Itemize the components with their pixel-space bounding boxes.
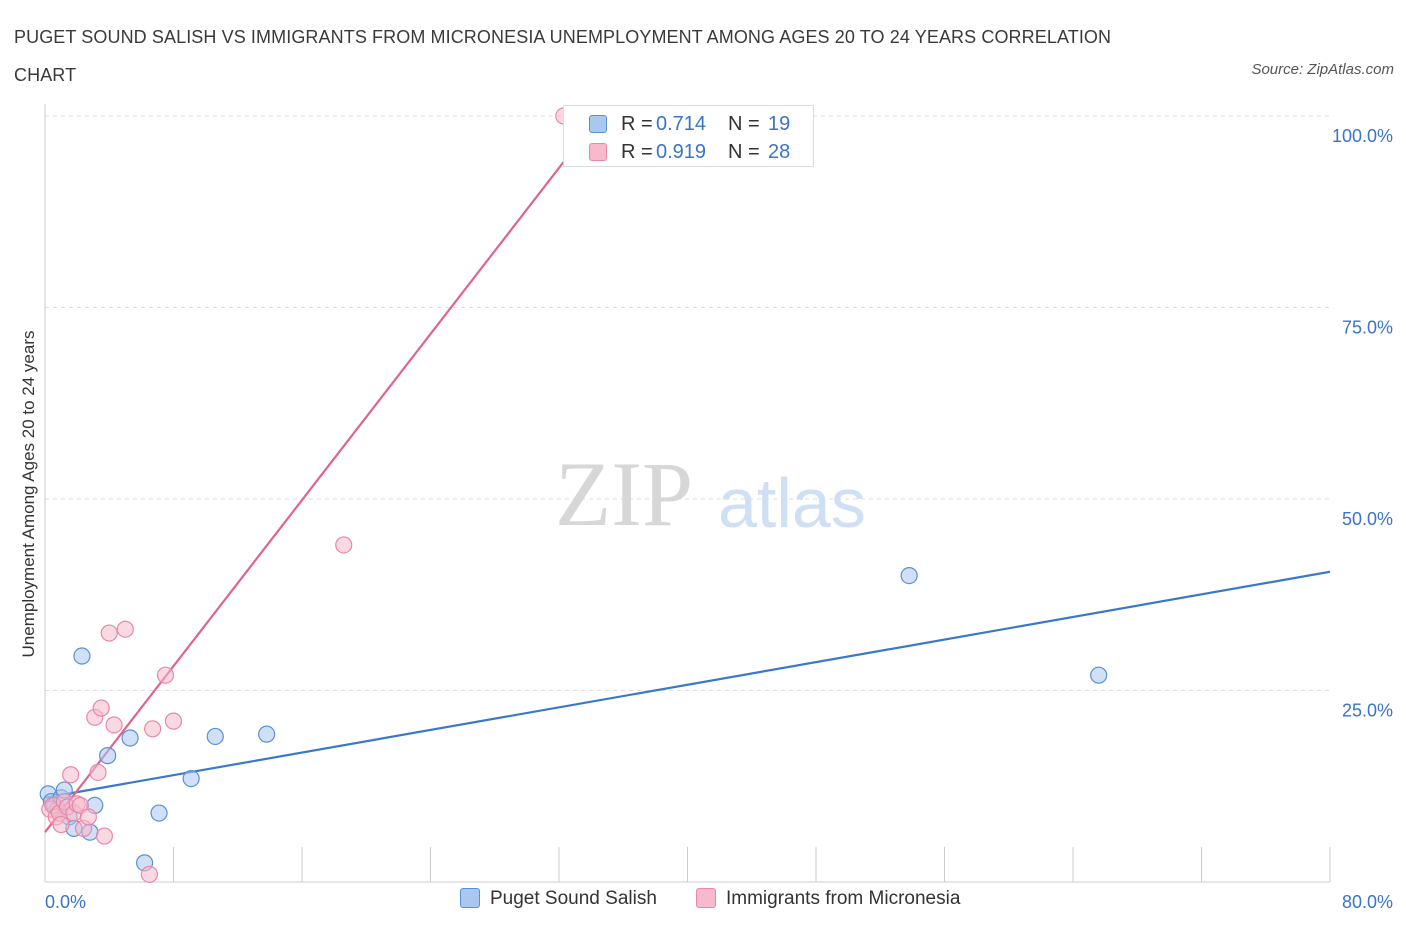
point-series2-15 [92, 699, 110, 717]
y-tick-label-100: 100.0% [1332, 126, 1393, 146]
legend-n-label: N = [728, 141, 760, 163]
legend-r-value-series1: 0.714 [656, 113, 707, 135]
x-tick-label-max: 80.0% [1342, 892, 1393, 912]
point-series1-11 [99, 747, 117, 765]
watermark: ZIP atlas [555, 443, 866, 545]
legend-item-puget-sound-salish: Puget Sound Salish [460, 888, 657, 910]
tick-labels: 25.0% 50.0% 75.0% 100.0% 0.0% 80.0% [45, 126, 1393, 912]
chart-title: PUGET SOUND SALISH VS IMMIGRANTS FROM MI… [14, 27, 1112, 85]
point-series2-18 [105, 716, 123, 734]
legend-r-label: R = [621, 113, 653, 135]
legend-swatch-series1 [589, 115, 607, 133]
point-series2-16 [95, 827, 114, 845]
point-series1-12 [121, 729, 139, 747]
axes [44, 104, 1331, 883]
legend-swatch-immigrants-from-micronesia [696, 888, 716, 908]
grid-lines [45, 115, 1330, 691]
point-series2-17 [100, 624, 118, 642]
stats-legend: R = 0.714 N = 19 R = 0.919 N = 28 [563, 105, 814, 167]
legend-n-value-series2: 28 [768, 141, 791, 163]
point-series2-23 [164, 712, 183, 730]
y-axis-label: Unemployment Among Ages 20 to 24 years [19, 331, 38, 658]
point-series1-18 [900, 566, 918, 585]
x-tick-label-min: 0.0% [45, 892, 86, 912]
legend-r-value-series2: 0.919 [656, 141, 707, 163]
point-series1-14 [150, 804, 168, 822]
watermark-zip: ZIP [555, 443, 693, 545]
legend-swatch-series2 [589, 143, 607, 161]
watermark-atlas: atlas [718, 464, 866, 542]
legend-label-puget-sound-salish: Puget Sound Salish [490, 888, 657, 909]
point-series2-12 [79, 808, 97, 826]
point-series1-16 [206, 727, 224, 746]
point-series2-22 [156, 666, 175, 684]
legend-swatch-puget-sound-salish [460, 888, 480, 908]
trend-lines [44, 115, 1331, 833]
point-series1-19 [1090, 666, 1108, 684]
point-series2-24 [335, 536, 353, 554]
point-series1-8 [73, 647, 91, 665]
legend-n-value-series1: 19 [768, 113, 791, 135]
data-points [39, 107, 1108, 883]
trendline-series1 [44, 570, 1331, 799]
legend-n-label: N = [728, 113, 760, 135]
point-series2-20 [140, 865, 159, 883]
point-series2-7 [62, 766, 80, 784]
point-series1-15 [182, 769, 200, 788]
y-tick-label-25: 25.0% [1342, 701, 1393, 721]
point-series2-19 [116, 620, 134, 638]
y-tick-label-75: 75.0% [1342, 318, 1393, 338]
point-series1-17 [258, 725, 276, 743]
point-series2-4 [52, 815, 70, 834]
source-label: Source: ZipAtlas.com [1251, 61, 1394, 78]
legend-label-immigrants-from-micronesia: Immigrants from Micronesia [726, 888, 961, 909]
point-series2-14 [89, 763, 107, 782]
trendline-series2 [44, 115, 601, 833]
point-series2-21 [144, 720, 162, 738]
legend-r-label: R = [621, 141, 653, 163]
legend-item-immigrants-from-micronesia: Immigrants from Micronesia [696, 888, 960, 910]
y-tick-label-50: 50.0% [1342, 509, 1393, 529]
